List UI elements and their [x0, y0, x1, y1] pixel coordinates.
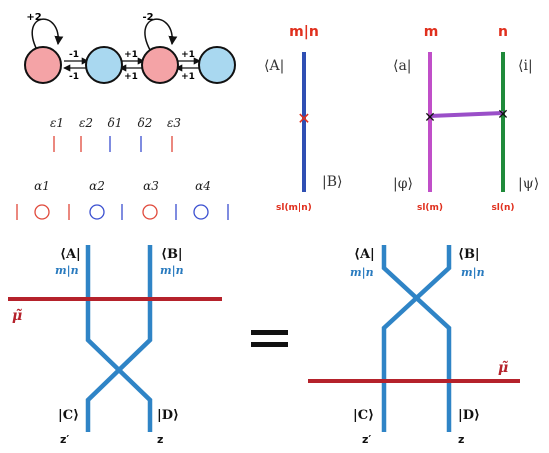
right-bra-b: ⟨B|	[458, 247, 480, 262]
two-bottom-right: sl(n)	[491, 203, 514, 213]
equals-sign	[251, 330, 288, 347]
left-braid: ⟨A| ⟨B| m|n m|n μ̃ |C⟩ |D⟩ z′ z	[8, 245, 222, 446]
left-bra-a: ⟨A|	[60, 247, 81, 262]
single-bottom-label: sl(m|n)	[276, 203, 312, 213]
node-4	[198, 46, 236, 84]
right-ket-d: |D⟩	[458, 408, 480, 423]
edge-label-1-top: -1	[69, 50, 79, 60]
left-rep-b: m|n	[160, 264, 184, 277]
alpha-label-3: α3	[143, 179, 159, 193]
two-line-diagram: m n ✕ ✕ ⟨a| ⟨i| |φ⟩ |ψ⟩ sl(m) sl(n)	[393, 24, 539, 213]
eps-label-3: ε3	[167, 116, 181, 130]
right-mu-label: μ̃	[498, 359, 508, 376]
two-ket-left: |φ⟩	[393, 176, 413, 192]
right-strand-1	[381, 245, 452, 432]
right-ket-c: |C⟩	[353, 408, 374, 423]
single-line-diagram: m|n ✕ ⟨A| |B⟩ sl(m|n)	[264, 24, 342, 213]
node-3	[141, 46, 179, 84]
left-ket-c: |C⟩	[58, 408, 79, 423]
left-strand-1	[85, 245, 153, 432]
single-bra: ⟨A|	[264, 58, 284, 74]
alpha-label-2: α2	[89, 179, 105, 193]
eps-sequence: ε1 ε2 δ1 δ2 ε3	[50, 116, 181, 152]
left-ket-d: |D⟩	[157, 408, 179, 423]
alpha-sequence: α1 α2 α3 α4	[16, 179, 229, 220]
alpha-label-4: α4	[195, 179, 211, 193]
alpha-circle-2	[89, 204, 105, 220]
alpha-circle-1	[34, 204, 50, 220]
alpha-circle-3	[142, 204, 158, 220]
right-bra-a: ⟨A|	[354, 247, 375, 262]
delta-label-2: δ2	[138, 116, 153, 130]
edge-label-2-top: +1	[124, 50, 138, 60]
connector-line	[429, 111, 504, 118]
eps-label-2: ε2	[79, 116, 93, 130]
loop-label-1: +2	[26, 12, 41, 23]
self-loop-1	[31, 18, 64, 51]
right-braid: ⟨A| ⟨B| m|n m|n μ̃ |C⟩ |D⟩ z′ z	[308, 245, 520, 446]
right-rep-b: m|n	[461, 266, 485, 279]
left-strand-2	[85, 245, 153, 432]
self-loop-2	[144, 18, 178, 51]
edge-label-1-bot: -1	[69, 72, 79, 82]
eps-label-1: ε1	[50, 116, 64, 130]
state-graph: +2 -2 -1 -1 +1 +1 +1 +1	[24, 12, 236, 84]
alpha-label-1: α1	[34, 179, 50, 193]
edge-label-2-bot: +1	[124, 72, 138, 82]
two-top-right: n	[498, 24, 508, 40]
left-bra-b: ⟨B|	[161, 247, 183, 262]
two-bra-left: ⟨a|	[393, 58, 412, 74]
node-2	[85, 46, 123, 84]
edge-label-3-top: +1	[181, 50, 195, 60]
two-bottom-left: sl(m)	[417, 203, 443, 213]
cross-right: ✕	[497, 107, 509, 123]
single-cross-mark: ✕	[297, 109, 310, 128]
left-bot-c: z′	[60, 433, 69, 446]
left-mu-label: μ̃	[12, 307, 22, 324]
two-ket-right: |ψ⟩	[518, 176, 539, 192]
cross-left: ✕	[424, 110, 436, 126]
two-bra-right: ⟨i|	[518, 58, 533, 74]
right-strand-2	[381, 245, 452, 432]
right-bot-d: z	[458, 433, 464, 446]
alpha-circle-4	[193, 204, 209, 220]
delta-label-1: δ1	[108, 116, 123, 130]
two-top-left: m	[424, 24, 439, 40]
node-1	[24, 46, 62, 84]
single-top-label: m|n	[289, 24, 319, 40]
left-rep-a: m|n	[55, 264, 79, 277]
single-ket: |B⟩	[322, 174, 342, 190]
left-bot-d: z	[157, 433, 163, 446]
right-rep-a: m|n	[350, 266, 374, 279]
loop-label-2: -2	[142, 12, 153, 23]
right-bot-c: z′	[362, 433, 371, 446]
edge-label-3-bot: +1	[181, 72, 195, 82]
